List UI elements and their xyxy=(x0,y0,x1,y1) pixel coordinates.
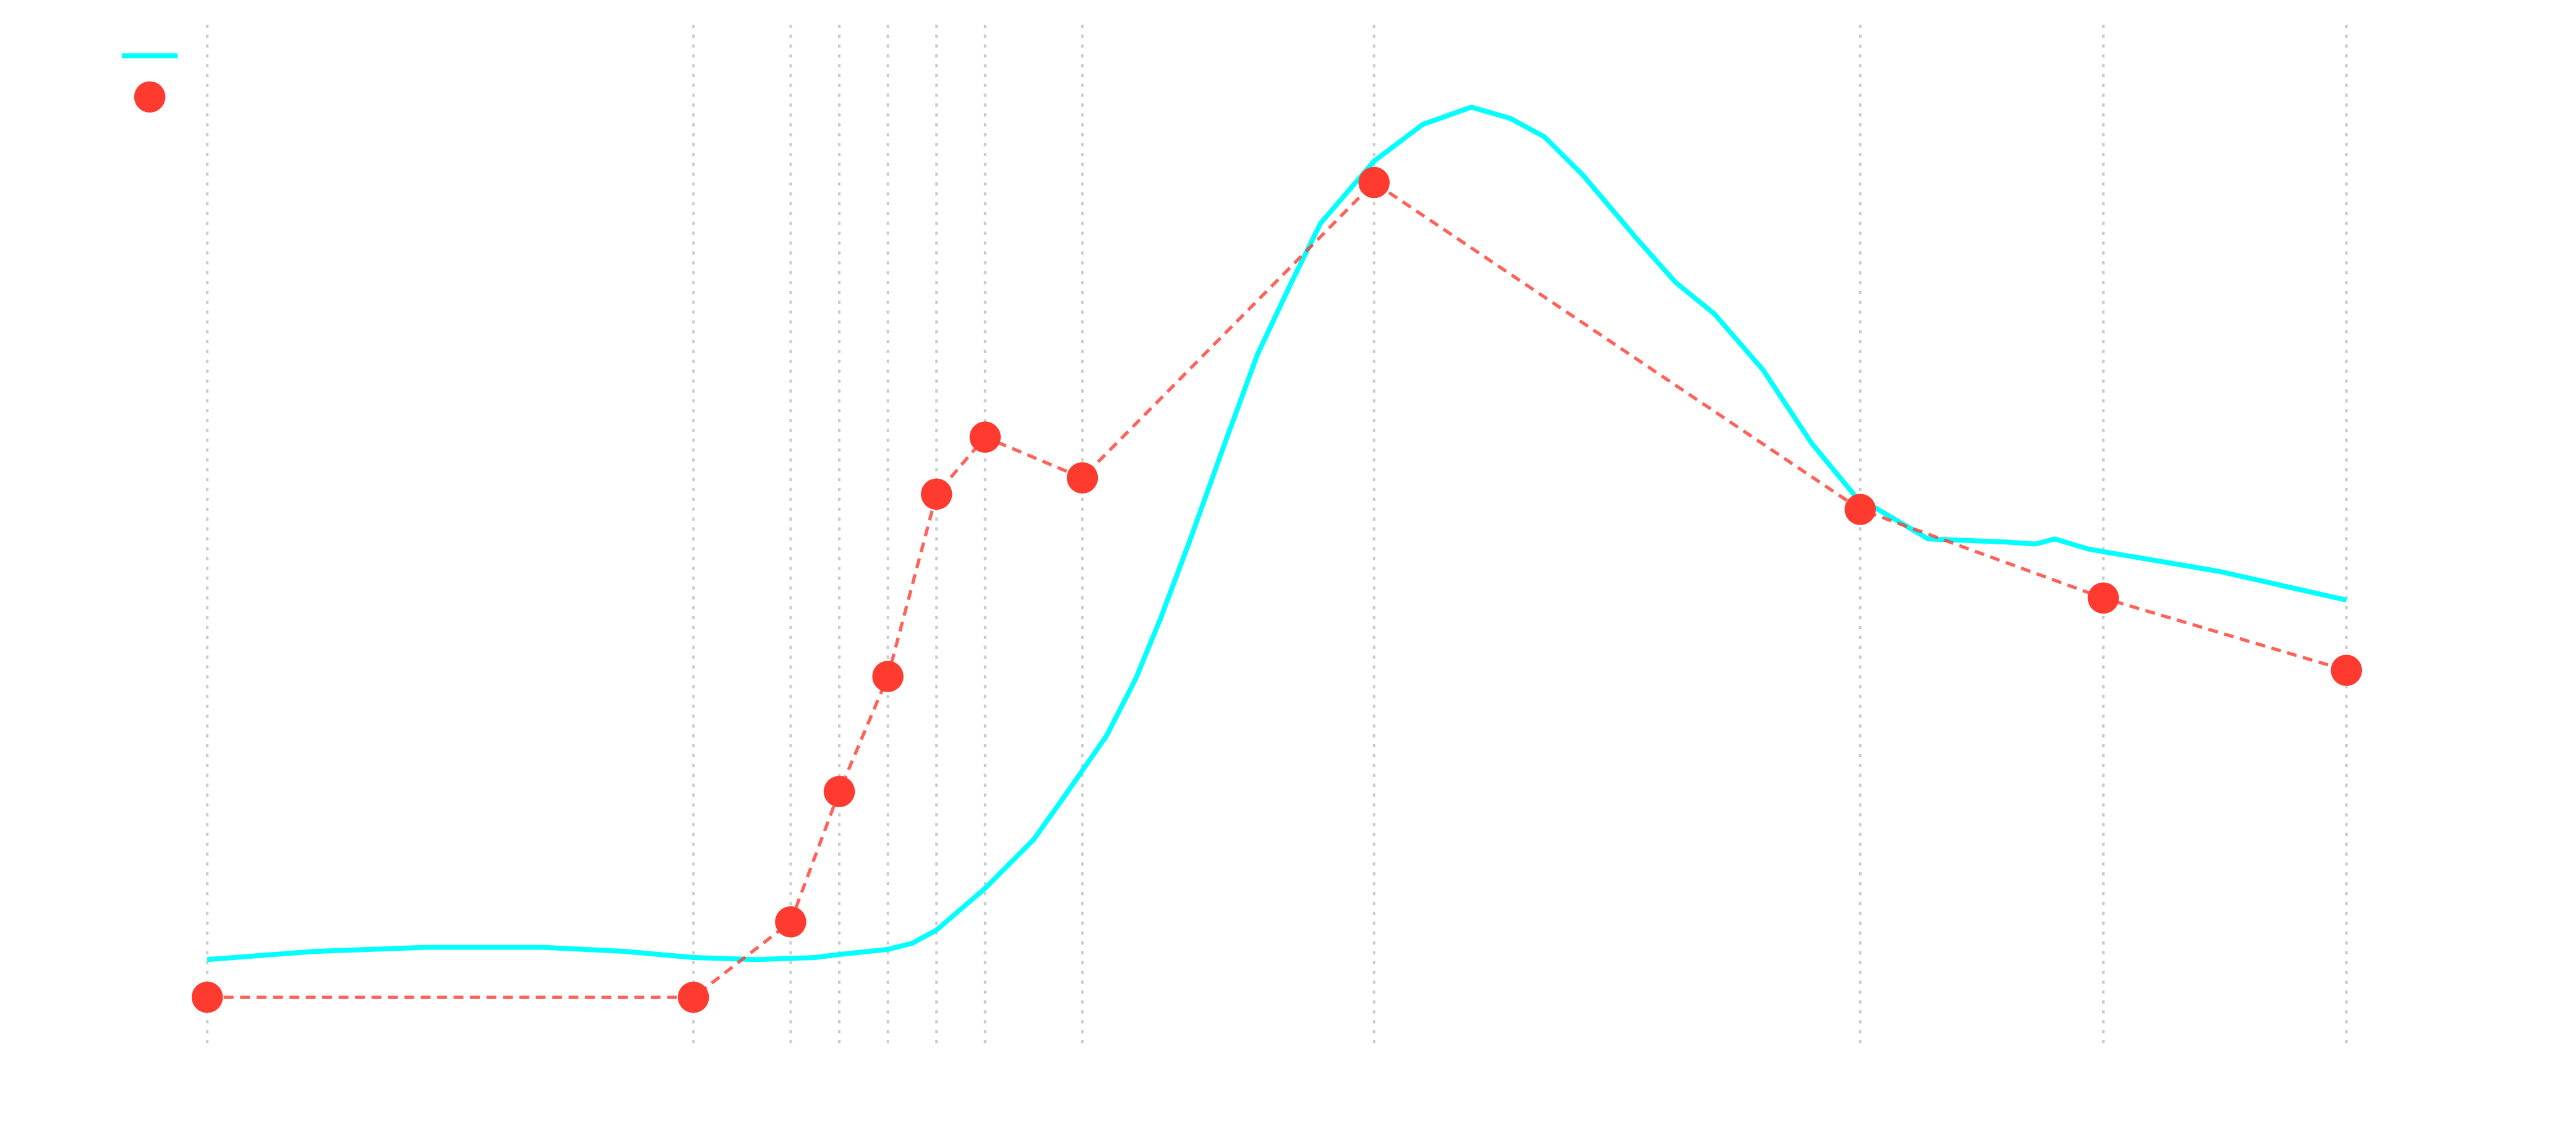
data-point xyxy=(1358,166,1390,199)
legend-marker xyxy=(134,81,166,113)
data-point xyxy=(2087,582,2119,614)
series-line xyxy=(207,180,2347,999)
data-point xyxy=(1844,494,1876,525)
data-point xyxy=(2330,654,2363,686)
data-point xyxy=(920,478,952,510)
data-point xyxy=(872,661,904,692)
data-point xyxy=(775,906,807,938)
data-point xyxy=(1066,462,1098,494)
data-point xyxy=(823,776,855,807)
data-point xyxy=(191,981,223,1013)
data-point xyxy=(677,981,709,1013)
series-line xyxy=(207,105,2347,962)
data-point xyxy=(969,421,1001,453)
